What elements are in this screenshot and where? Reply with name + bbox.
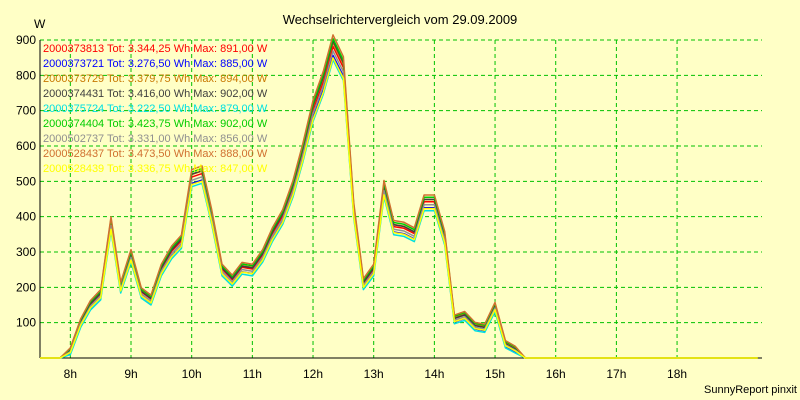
x-tick-label: 16h (546, 367, 566, 381)
x-tick-label: 11h (243, 367, 262, 381)
x-tick-label: 8h (64, 367, 77, 381)
legend-entry-2000373721: 2000373721 Tot: 3.276,50 Wh Max: 885,00 … (43, 58, 268, 70)
chart-title: Wechselrichtervergleich vom 29.09.2009 (283, 12, 518, 27)
legend-entry-2000528437: 2000528437 Tot: 3.473,50 Wh Max: 888,00 … (43, 148, 268, 160)
legend-entry-2000375724: 2000375724 Tot: 3.222,50 Wh Max: 879,00 … (43, 103, 268, 115)
x-tick-label: 13h (364, 367, 384, 381)
y-tick-label: 200 (16, 280, 36, 294)
plot-area: 100 200 300 400 500 600 700 800 900 8h 9h 10h 11h 12h… (16, 33, 762, 381)
y-tick-label: 100 (16, 316, 36, 330)
legend-entry-2000373813: 2000373813 Tot: 3.344,25 Wh Max: 891,00 … (43, 43, 268, 55)
y-tick-label: 900 (16, 33, 36, 47)
x-tick-label: 17h (606, 367, 626, 381)
legend-entry-2000528439: 2000528439 Tot: 3.336,75 Wh Max: 847,00 … (43, 163, 268, 175)
x-tick-label: 18h (667, 367, 687, 381)
y-tick-label: 400 (16, 210, 36, 224)
y-tick-label: 500 (16, 174, 36, 188)
x-tick-label: 12h (303, 367, 323, 381)
legend-entry-2000502737: 2000502737 Tot: 3.331,00 Wh Max: 856,00 … (43, 133, 268, 145)
footer-credit: SunnyReport pinxit (704, 384, 797, 396)
y-axis-unit-label: W (34, 17, 46, 31)
x-tick-label: 14h (424, 367, 444, 381)
series-line-2000528439 (40, 57, 758, 359)
x-tick-label: 10h (182, 367, 202, 381)
y-tick-label: 600 (16, 139, 36, 153)
legend-entry-2000374404: 2000374404 Tot: 3.423,75 Wh Max: 902,00 … (43, 118, 268, 130)
x-tick-label: 15h (485, 367, 505, 381)
y-tick-label: 800 (16, 68, 36, 82)
x-tick-label: 9h (124, 367, 137, 381)
legend-entry-2000374431: 2000374431 Tot: 3.416,00 Wh Max: 902,00 … (43, 88, 268, 100)
y-tick-label: 700 (16, 104, 36, 118)
legend-entry-2000373729: 2000373729 Tot: 3.379,75 Wh Max: 894,00 … (43, 73, 268, 85)
y-tick-label: 300 (16, 245, 36, 259)
plot-background (40, 40, 762, 358)
